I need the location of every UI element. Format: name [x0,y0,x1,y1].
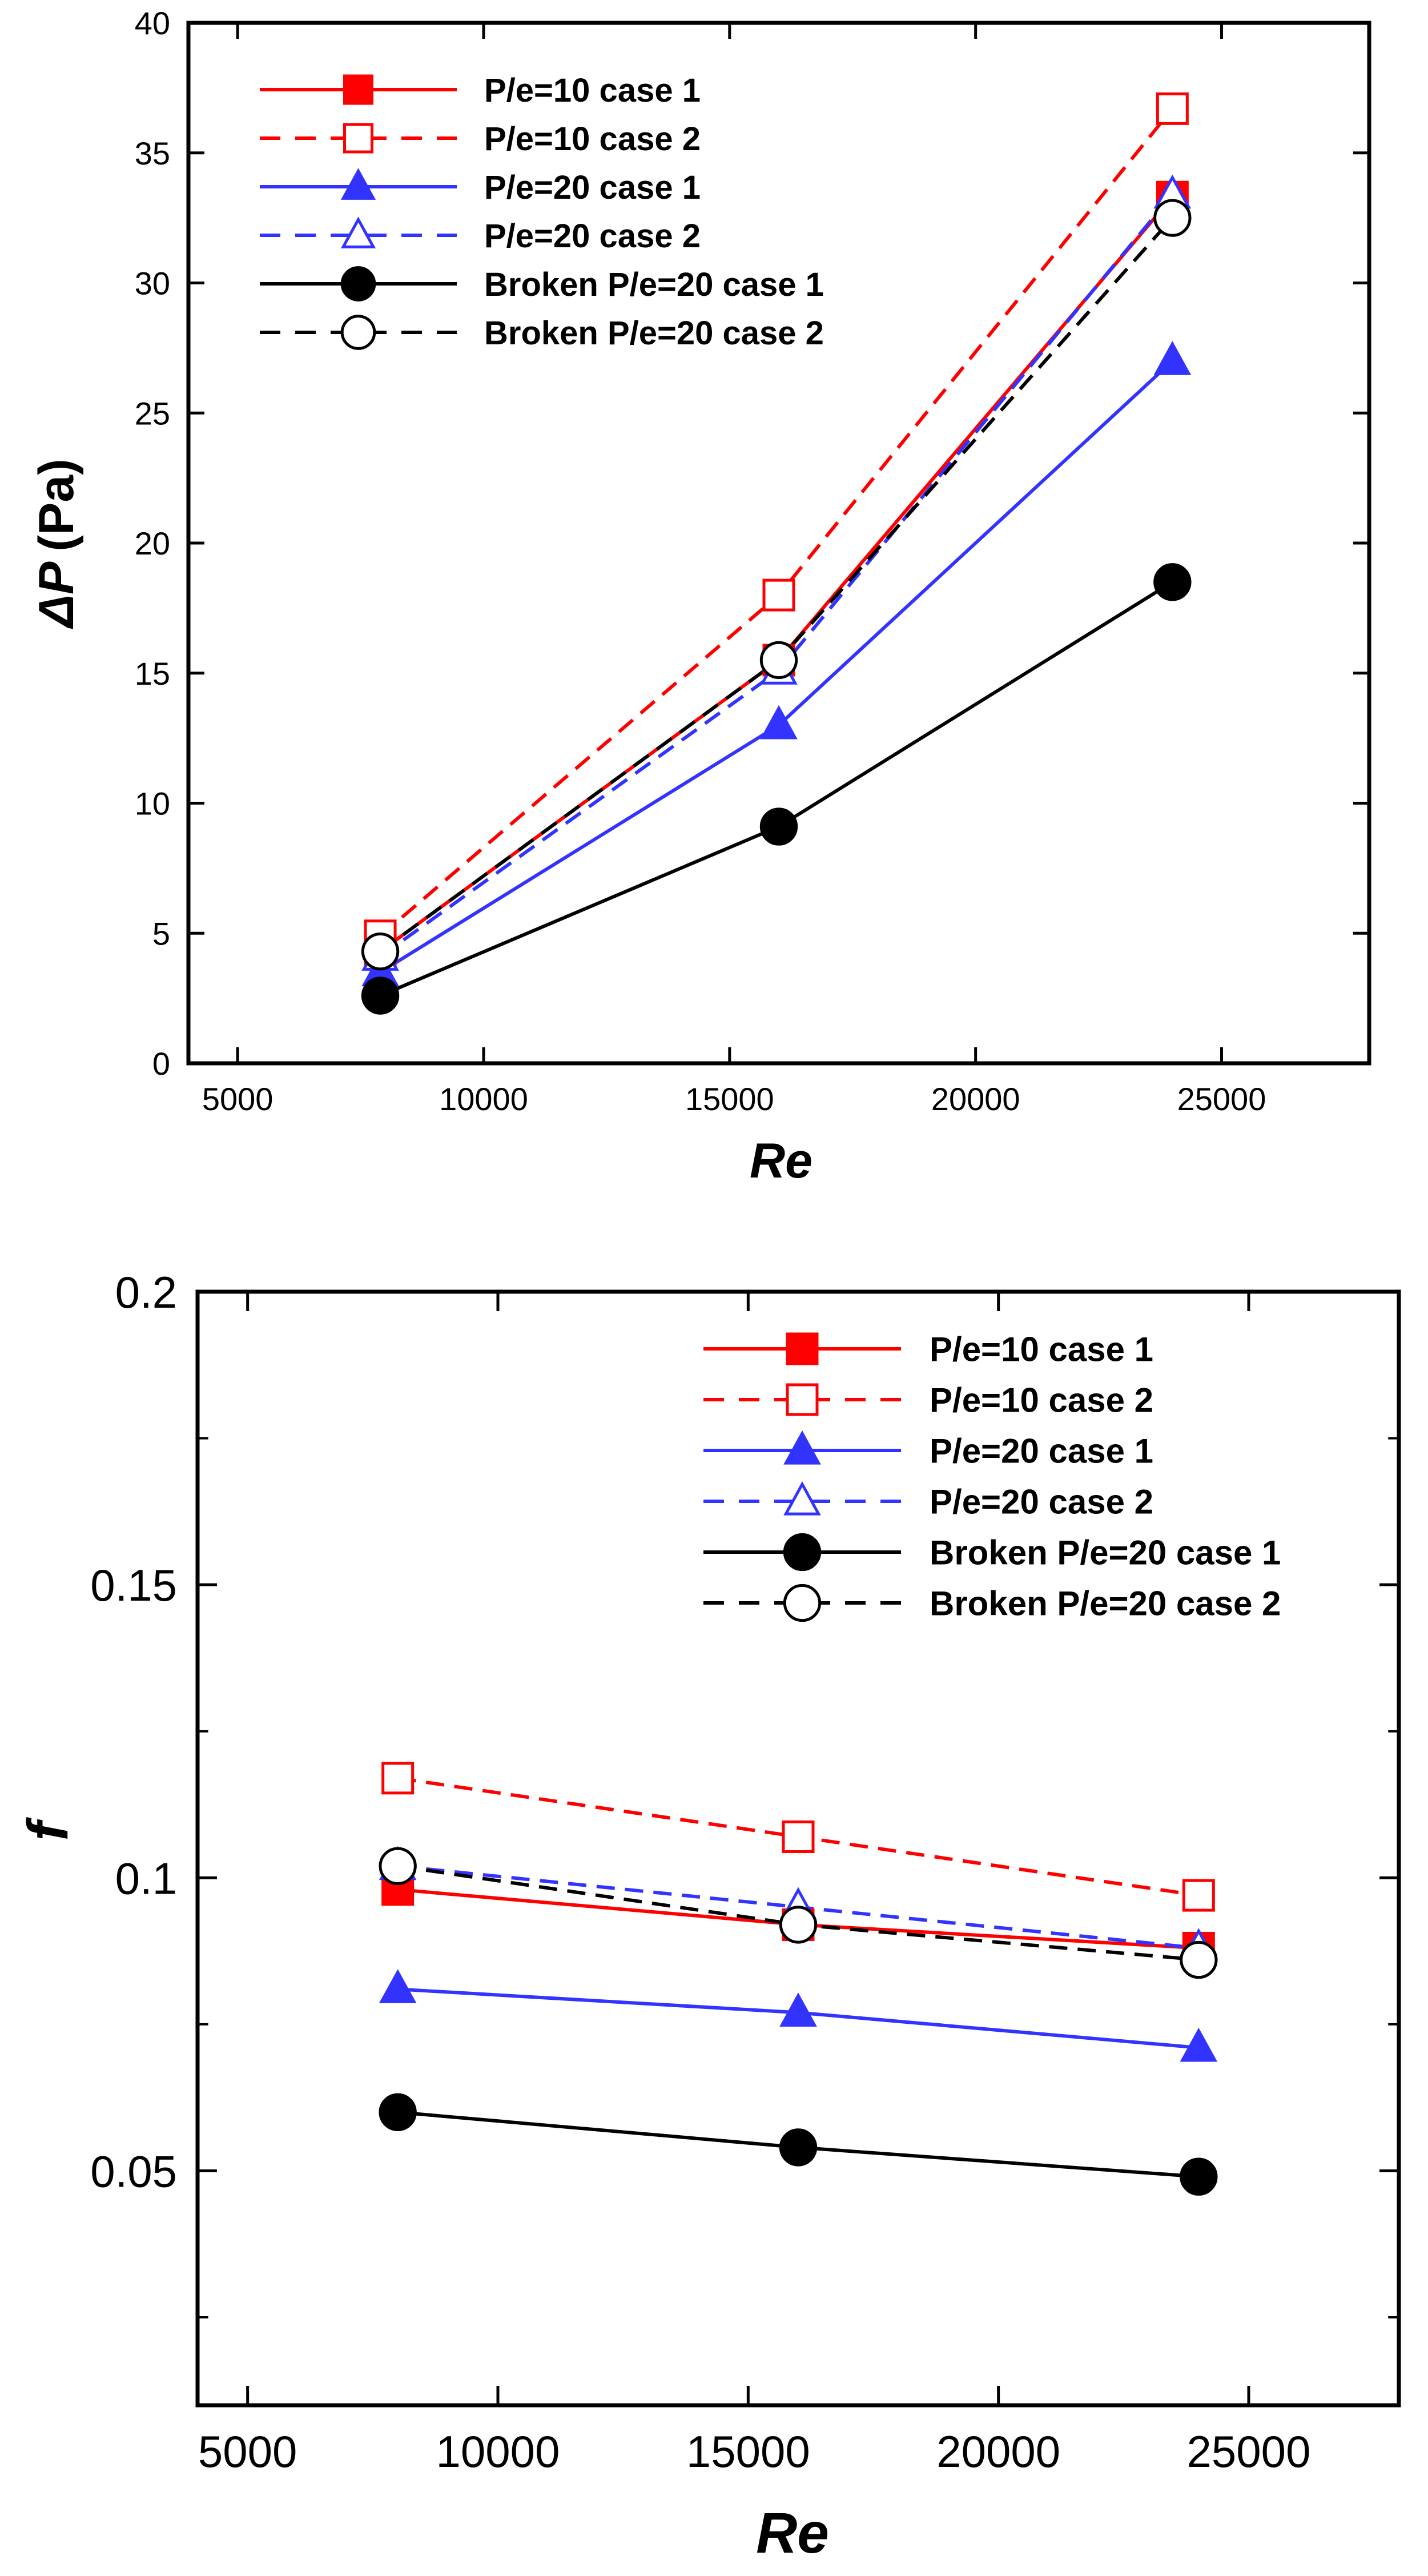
chart2-legend-label-p-e-10-case-1: P/e=10 case 1 [930,1331,1153,1369]
chart2-data-point-broken-p-e-20-case-1 [1180,2157,1218,2196]
chart2-y-tick-label: 0.2 [115,1267,177,1317]
chart2-series-markers [379,1762,1218,2196]
chart2-data-point-p-e-20-case-1 [379,1969,417,2003]
chart1-legend-marker-p-e-10-case-1 [343,74,373,105]
chart1-y-axis-symbol: ΔP [29,561,84,629]
chart1-legend: P/e=10 case 1 P/e=10 case 2 P/e=20 case 1 P… [260,72,824,352]
chart1-data-point-p-e-20-case-1 [1153,341,1192,375]
chart2-data-point-p-e-10-case-2 [1182,1879,1215,1912]
chart2-legend-marker-p-e-10-case-2 [786,1383,819,1416]
chart1-y-tick-label: 40 [135,5,170,41]
chart2-legend-marker-p-e-20-case-2 [783,1481,821,1516]
chart2-data-point-broken-p-e-20-case-1 [779,2128,818,2167]
chart1-y-tick-label: 10 [135,786,170,822]
chart2-legend-marker-p-e-10-case-1 [786,1332,819,1365]
chart2-y-tick-label: 0.15 [90,1560,177,1610]
chart2-data-point-p-e-20-case-1 [1180,2027,1218,2062]
chart1-legend-label-p-e-10-case-2: P/e=10 case 2 [484,120,701,158]
chart1-legend-label-p-e-20-case-1: P/e=20 case 1 [484,169,701,206]
chart1-legend-label-broken-p-e-20-case-1: Broken P/e=20 case 1 [484,266,824,303]
chart1-legend-marker-p-e-20-case-2 [340,216,376,248]
chart2-data-point-broken-p-e-20-case-1 [379,2093,417,2132]
chart1-y-tick-label: 20 [135,525,170,561]
chart1-y-tick-label: 5 [152,915,170,951]
chart1-data-point-broken-p-e-20-case-2 [759,641,798,680]
chart1-series-markers [361,92,1192,1015]
chart1-x-tick-label: 15000 [685,1081,774,1117]
chart2-data-point-p-e-10-case-2 [782,1820,815,1853]
chart1-data-point-p-e-20-case-1 [760,705,798,740]
chart2-legend: P/e=10 case 1 P/e=10 case 2 P/e=20 case 1 P… [703,1331,1281,1623]
chart1-data-point-broken-p-e-20-case-1 [361,976,400,1015]
chart1-y-tick-label: 35 [135,135,170,171]
chart2-legend-marker-broken-p-e-20-case-1 [783,1533,822,1572]
chart1-legend-label-p-e-20-case-2: P/e=20 case 2 [484,218,701,255]
chart2-legend-marker-p-e-20-case-1 [783,1430,821,1465]
chart2-data-point-broken-p-e-20-case-2 [379,1847,417,1885]
chart1-y-axis-title: ΔP (Pa) [29,459,84,629]
chart1-legend-marker-p-e-20-case-1 [340,168,376,200]
chart2-data-point-broken-p-e-20-case-2 [779,1906,818,1944]
chart1-data-point-broken-p-e-20-case-1 [759,807,798,846]
chart1-data-point-broken-p-e-20-case-1 [1153,563,1192,601]
chart2-x-axis-title: Re [756,2501,829,2565]
chart1-y-tick-label: 30 [135,266,170,302]
chart1-plot-frame [186,21,1371,1066]
chart1-data-point-broken-p-e-20-case-2 [361,932,400,971]
chart2-x-tick-label: 15000 [686,2426,810,2477]
chart1-x-tick-label: 25000 [1177,1081,1266,1117]
chart2-x-tick-label: 10000 [436,2426,560,2477]
chart1-ticks [188,21,1369,1065]
chart1-legend-label-p-e-10-case-1: P/e=10 case 1 [484,72,701,109]
chart2-legend-marker-broken-p-e-20-case-2 [783,1584,822,1622]
chart2-data-point-broken-p-e-20-case-2 [1180,1940,1218,1979]
chart1-legend-marker-broken-p-e-20-case-2 [340,315,376,350]
chart1-y-axis-unit: (Pa) [29,459,84,551]
chart1-legend-marker-p-e-10-case-2 [343,123,373,154]
chart1-x-tick-labels: 5000 10000 15000 20000 25000 [202,1081,1266,1117]
chart1-y-tick-label: 0 [152,1046,170,1082]
chart2-ticks [198,1290,1399,2405]
chart2-x-tick-label: 5000 [198,2426,297,2477]
chart2-data-point-p-e-10-case-2 [381,1762,415,1795]
chart2-legend-label-broken-p-e-20-case-2: Broken P/e=20 case 2 [930,1585,1281,1623]
chart2-data-point-p-e-20-case-1 [779,1992,817,2027]
chart1-y-tick-labels: 0 5 10 15 20 25 30 35 40 [135,5,170,1082]
chart1-x-tick-label: 10000 [439,1081,528,1117]
chart2-x-tick-labels: 5000 10000 15000 20000 25000 [198,2426,1311,2477]
chart2-legend-label-p-e-20-case-2: P/e=20 case 2 [930,1483,1153,1521]
friction-factor-chart: 5000 10000 15000 20000 25000 0.050.10.150.2 … [16,1267,1401,2565]
chart2-legend-label-broken-p-e-20-case-1: Broken P/e=20 case 1 [930,1534,1281,1572]
chart2-y-tick-label: 0.05 [90,2147,177,2197]
chart2-legend-label-p-e-10-case-2: P/e=10 case 2 [930,1381,1153,1420]
chart1-data-point-broken-p-e-20-case-2 [1153,199,1192,237]
chart1-legend-label-broken-p-e-20-case-2: Broken P/e=20 case 2 [484,315,824,352]
chart1-y-tick-label: 15 [135,656,170,692]
chart1-y-tick-label: 25 [135,395,170,431]
chart2-x-tick-label: 25000 [1187,2426,1311,2477]
chart1-legend-marker-broken-p-e-20-case-1 [340,266,376,302]
chart2-y-axis-title: f [16,1817,80,1841]
chart2-y-tick-labels: 0.05 0.1 0.15 0.2 [90,1267,177,2196]
chart1-data-point-p-e-10-case-2 [1156,92,1189,125]
chart2-x-tick-label: 20000 [936,2426,1060,2477]
chart2-legend-label-p-e-20-case-1: P/e=20 case 1 [930,1432,1153,1470]
chart1-data-point-p-e-10-case-2 [762,578,795,612]
chart2-plot-frame [195,1289,1401,2408]
chart1-x-tick-label: 20000 [931,1081,1020,1117]
chart2-y-tick-label: 0.1 [115,1853,177,1903]
chart1-x-tick-label: 5000 [202,1081,273,1117]
chart1-x-axis-title: Re [750,1134,812,1188]
pressure-drop-chart: 5000 10000 15000 20000 25000 0 5 10 15 20 25 30 35 4… [29,5,1371,1188]
